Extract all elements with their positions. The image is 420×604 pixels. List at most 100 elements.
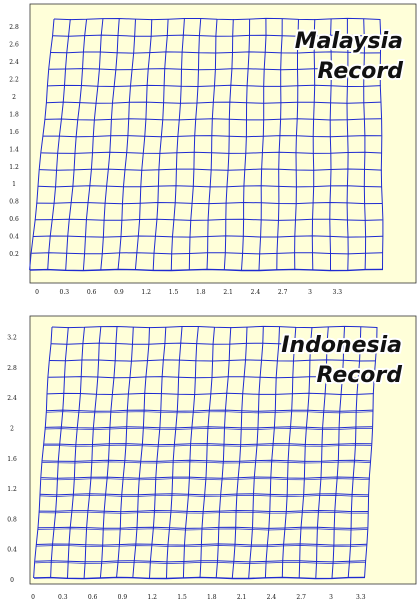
y-tick-label: 0.2 xyxy=(9,251,19,258)
x-tick-label: 0.9 xyxy=(114,289,124,296)
y-axis-ticks: 0.2 0.4 0.6 0.8 1 1.2 1.4 1.6 1.8 2 2.2 2.4 2.6 2.8 xyxy=(9,24,19,258)
record-label-country: Indonesia xyxy=(281,333,402,358)
indonesia-deformed-grid-plot: 00.40.81.21.622.42.83.23.5 00.30.60.91.2… xyxy=(7,315,417,601)
grid-row-line-shadow xyxy=(44,428,373,430)
y-tick-label: 1.8 xyxy=(9,111,19,118)
y-tick-label: 2 xyxy=(10,426,14,433)
y-tick-label: 0.6 xyxy=(9,216,19,223)
grid-column-line xyxy=(152,18,169,271)
grid-column-line xyxy=(346,19,349,271)
grid-column-line xyxy=(241,18,251,271)
grid-column-line xyxy=(182,326,199,579)
grid-column-line xyxy=(166,326,183,579)
x-tick-label: 1.8 xyxy=(207,594,217,601)
grid-row-line xyxy=(34,218,383,221)
grid-column-line xyxy=(298,326,313,579)
y-tick-label: 0.4 xyxy=(9,234,19,241)
grid-column-line xyxy=(188,18,202,271)
x-tick-label: 1.2 xyxy=(147,594,157,601)
y-axis-ticks: 00.40.81.21.622.42.83.23.5 xyxy=(7,335,17,584)
grid-column-line xyxy=(206,18,218,271)
grid-column-line xyxy=(83,326,102,579)
indonesia-record-panel: 00.40.81.21.622.42.83.23.5 00.30.60.91.2… xyxy=(0,312,420,604)
x-tick-label: 1.5 xyxy=(177,594,187,601)
grid-column-line xyxy=(347,326,362,579)
y-tick-label: 2.8 xyxy=(7,365,17,372)
grid-column-line xyxy=(170,18,185,271)
x-tick-label: 0.6 xyxy=(88,594,98,601)
x-tick-label: 3 xyxy=(329,594,333,601)
grid-column-line xyxy=(29,18,55,271)
x-tick-label: 3.3 xyxy=(356,594,366,601)
grid-row-line xyxy=(29,268,384,272)
grid-column-line xyxy=(281,326,297,579)
y-tick-label: 0 xyxy=(10,577,14,584)
y-tick-label: 0.4 xyxy=(7,547,17,554)
grid-column-line xyxy=(276,18,283,271)
grid-column-line xyxy=(294,18,299,271)
x-tick-label: 0.6 xyxy=(87,289,97,296)
x-tick-label: 3 xyxy=(308,289,312,296)
x-axis-ticks: 0 0.3 0.6 0.9 1.2 1.5 1.8 2.1 2.4 2.7 3 3.3 xyxy=(35,289,342,296)
y-tick-label: 1 xyxy=(12,181,16,188)
x-tick-label: 2.1 xyxy=(237,594,247,601)
grid-column-line xyxy=(315,326,329,579)
grid-column-line xyxy=(329,18,332,270)
x-tick-label: 2.7 xyxy=(278,289,288,296)
grid-column-line xyxy=(248,326,264,579)
malaysia-deformed-grid-plot: 0.2 0.4 0.6 0.8 1 1.2 1.4 1.6 1.8 2 2.2 2.4 2.6 2.8 0… xyxy=(9,3,417,296)
grid-column-line xyxy=(132,326,150,579)
x-tick-label: 2.4 xyxy=(267,594,277,601)
grid-column-line xyxy=(117,18,136,271)
grid-column-line xyxy=(215,326,232,579)
grid-column-line xyxy=(149,326,167,579)
y-tick-label: 2.8 xyxy=(9,24,19,31)
record-label-word: Record xyxy=(316,363,402,388)
grid-column-line xyxy=(311,18,316,271)
record-label-word: Record xyxy=(317,59,403,84)
x-axis-ticks: 0 0.3 0.6 0.9 1.2 1.5 1.8 2.1 2.4 2.7 3 3.3 xyxy=(31,594,366,601)
x-tick-label: 2.7 xyxy=(296,594,306,601)
deformed-grid xyxy=(33,325,378,580)
malaysia-record-panel: 0.2 0.4 0.6 0.8 1 1.2 1.4 1.6 1.8 2 2.2 2.4 2.6 2.8 0… xyxy=(9,3,417,296)
grid-column-line xyxy=(363,18,367,271)
y-tick-label: 2.4 xyxy=(7,395,17,402)
y-tick-label: 2 xyxy=(12,94,16,101)
y-tick-label: 3.2 xyxy=(7,335,17,342)
grid-row-line xyxy=(37,526,368,529)
record-label-country: Malaysia xyxy=(295,29,403,54)
grid-column-line xyxy=(223,18,234,271)
grid-column-line xyxy=(116,326,134,579)
grid-row-line xyxy=(33,576,366,580)
x-tick-label: 1.2 xyxy=(141,289,151,296)
x-tick-label: 1.5 xyxy=(169,289,179,296)
grid-column-line xyxy=(258,18,267,271)
grid-column-line xyxy=(33,326,53,579)
y-tick-label: 2.4 xyxy=(9,59,19,66)
grid-column-line xyxy=(134,18,153,271)
grid-column-line xyxy=(364,326,378,579)
grid-column-line xyxy=(65,18,88,271)
x-tick-label: 0.9 xyxy=(118,594,128,601)
x-tick-label: 0 xyxy=(31,594,35,601)
grid-column-line xyxy=(100,18,120,271)
x-tick-label: 0.3 xyxy=(60,289,70,296)
grid-column-line xyxy=(82,18,104,271)
y-tick-label: 0.8 xyxy=(7,516,17,523)
y-tick-label: 1.6 xyxy=(9,129,19,136)
y-tick-label: 1.4 xyxy=(9,146,19,153)
x-tick-label: 0 xyxy=(35,289,39,296)
grid-column-line xyxy=(50,326,69,579)
grid-column-line xyxy=(99,326,118,579)
grid-column-line xyxy=(199,326,215,579)
y-tick-label: 1.2 xyxy=(9,164,19,171)
grid-column-line xyxy=(331,326,345,579)
grid-column-line xyxy=(47,18,71,271)
y-tick-label: 2.2 xyxy=(9,77,19,84)
x-tick-label: 3.3 xyxy=(333,289,343,296)
y-tick-label: 0.8 xyxy=(9,199,19,206)
x-tick-label: 2.4 xyxy=(251,289,261,296)
deformed-grid xyxy=(29,17,384,272)
y-tick-label: 2.6 xyxy=(9,42,19,49)
y-tick-label: 1.2 xyxy=(7,486,17,493)
